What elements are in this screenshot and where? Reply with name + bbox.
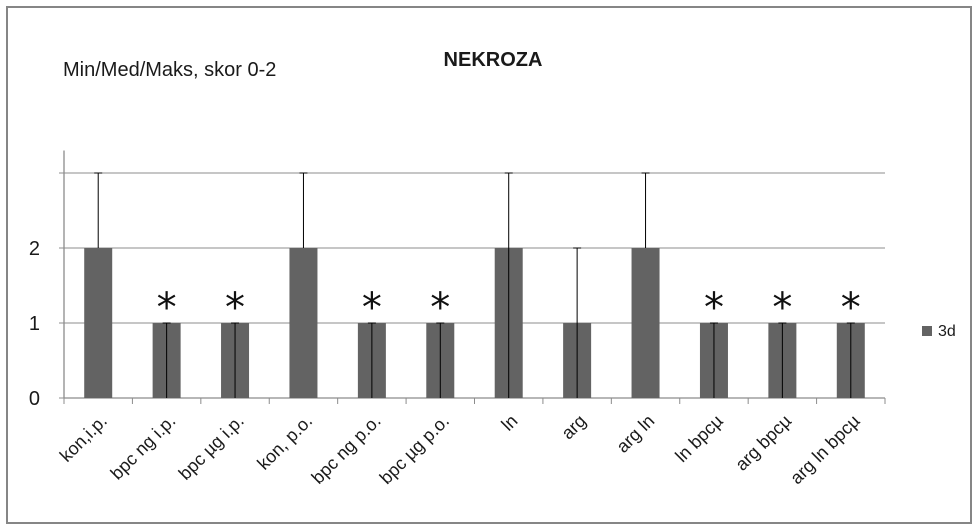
y-tick-label: 2 <box>29 238 40 260</box>
y-tick-label: 1 <box>29 313 40 335</box>
bar <box>631 248 660 398</box>
x-tick-label: arg <box>557 411 590 444</box>
legend: 3d <box>922 323 956 340</box>
x-tick-label: arg ln <box>612 411 658 457</box>
x-tick-label: arg ln bpcµ <box>786 411 863 488</box>
gridlines <box>59 150 886 404</box>
significance-star: * <box>772 285 792 331</box>
x-tick-labels: kon,i.p.bpc ng i.p.bpc µg i.p. kon, p.o.b… <box>56 411 864 488</box>
x-tick-label: kon, p.o. <box>253 411 316 474</box>
bar <box>84 248 113 398</box>
x-tick-label: kon,i.p. <box>56 411 111 466</box>
significance-star: * <box>430 285 450 331</box>
significance-star: * <box>157 285 177 331</box>
x-tick-label: arg bpcµ <box>731 411 795 475</box>
x-tick-label: bpc µg i.p. <box>175 411 248 484</box>
significance-star: * <box>704 285 724 331</box>
legend-swatch <box>922 326 932 336</box>
significance-star: * <box>362 285 382 331</box>
significance-star: * <box>225 285 245 331</box>
y-tick-label: 0 <box>29 388 40 410</box>
error-bars <box>94 172 855 398</box>
chart-title: NEKROZA <box>444 49 543 71</box>
x-tick-label: bpc µg p.o. <box>376 411 453 488</box>
y-axis-label: Min/Med/Maks, skor 0-2 <box>63 59 276 81</box>
x-tick-label: bpc ng i.p. <box>107 411 180 484</box>
x-tick-label: ln bpcµ <box>671 411 726 466</box>
chart-frame <box>6 6 972 524</box>
x-tick-label: ln <box>497 411 521 435</box>
y-tick-labels: 0 1 2 <box>29 238 40 410</box>
significance-markers: * * * * * * * <box>157 285 861 331</box>
x-tick-label: bpc ng p.o. <box>308 411 385 488</box>
significance-star: * <box>841 285 861 331</box>
bar <box>289 248 318 398</box>
legend-label: 3d <box>938 323 956 340</box>
